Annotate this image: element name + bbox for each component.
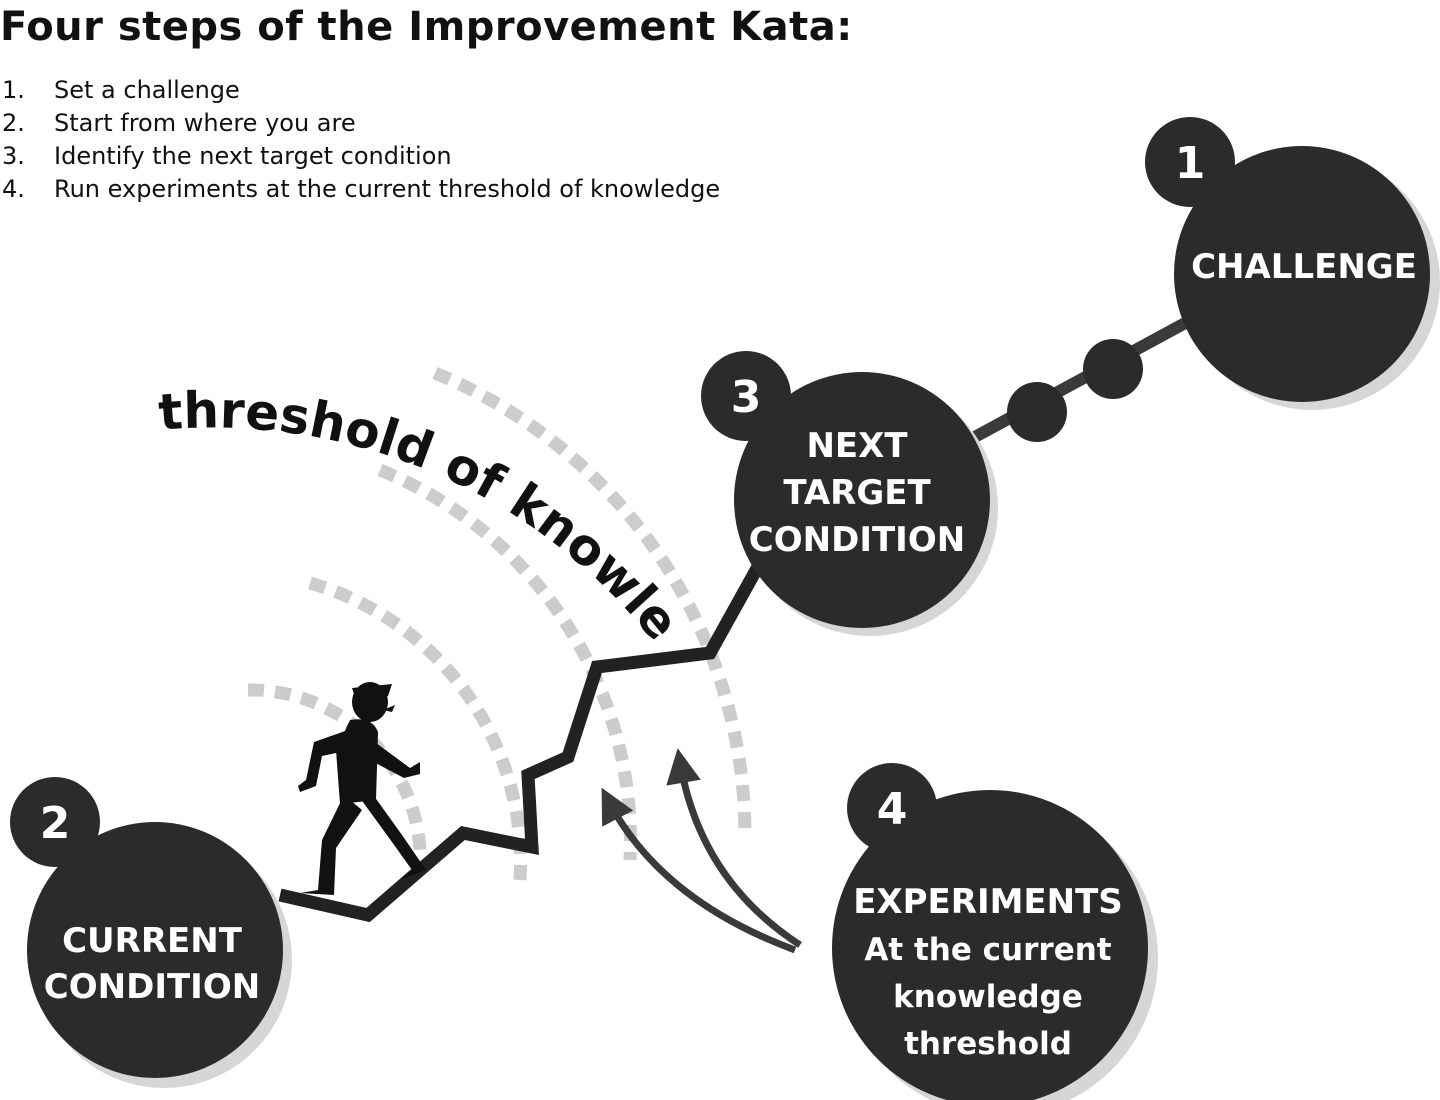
node-next-target-condition: 3 NEXT TARGET CONDITION xyxy=(701,351,998,636)
path-to-challenge xyxy=(957,309,1203,451)
node-label: CHALLENGE xyxy=(1191,247,1417,287)
node-label-line: At the current xyxy=(864,932,1111,968)
threshold-arcs xyxy=(247,366,752,881)
threshold-label: threshold of knowledge xyxy=(0,0,691,651)
node-label-line: EXPERIMENTS xyxy=(853,882,1123,922)
step-text: Identify the next target condition xyxy=(54,142,452,170)
node-label-line: CURRENT xyxy=(62,921,243,961)
steps-list: 1. Set a challenge 2. Start from where you… xyxy=(2,74,720,206)
badge-circle xyxy=(847,763,937,853)
node-experiments: 4 EXPERIMENTS At the current knowledge t… xyxy=(832,763,1158,1100)
node-badge: 1 xyxy=(1175,138,1206,189)
milestone-dot-2 xyxy=(1083,339,1143,399)
step-item-4: 4. Run experiments at the current thresho… xyxy=(2,173,720,206)
badge-circle xyxy=(10,777,100,867)
node-challenge: 1 CHALLENGE xyxy=(1145,117,1440,410)
step-text: Run experiments at the current threshold… xyxy=(54,175,721,203)
node-current-condition: 2 CURRENT CONDITION xyxy=(10,777,292,1088)
node-circle xyxy=(1174,146,1430,402)
badge-circle xyxy=(1145,117,1235,207)
threshold-arc-2 xyxy=(308,576,528,881)
node-label-line: knowledge xyxy=(893,979,1083,1015)
badge-circle xyxy=(701,351,791,441)
step-number: 3. xyxy=(2,142,25,170)
node-circle xyxy=(27,822,283,1078)
node-label-line: threshold xyxy=(904,1026,1072,1062)
step-number: 4. xyxy=(2,175,25,203)
node-label-line: CONDITION xyxy=(44,967,260,1007)
step-number: 2. xyxy=(2,109,25,137)
experiment-arrows xyxy=(601,748,802,954)
node-badge: 2 xyxy=(40,798,71,849)
node-label-line: CONDITION xyxy=(749,520,965,560)
step-number: 1. xyxy=(2,76,25,104)
step-text: Set a challenge xyxy=(54,76,240,104)
threshold-arc-3 xyxy=(377,463,637,861)
node-circle xyxy=(832,790,1148,1100)
walking-person-icon xyxy=(298,682,426,895)
node-circle xyxy=(734,372,990,628)
step-item-2: 2. Start from where you are xyxy=(2,107,720,140)
node-badge: 4 xyxy=(877,784,908,835)
node-label-line: NEXT xyxy=(806,426,908,466)
experiment-arrow-2 xyxy=(666,748,802,948)
stair-path xyxy=(278,541,776,923)
step-text: Start from where you are xyxy=(54,109,356,137)
node-label-line: TARGET xyxy=(783,473,931,513)
step-item-3: 3. Identify the next target condition xyxy=(2,140,720,173)
experiment-arrow-1 xyxy=(601,787,797,954)
challenge-connector xyxy=(957,309,1203,451)
threshold-arc-1 xyxy=(247,683,427,851)
step-item-1: 1. Set a challenge xyxy=(2,74,720,107)
node-badge: 3 xyxy=(731,372,762,423)
page-title: Four steps of the Improvement Kata: xyxy=(0,4,853,50)
threshold-arc-4 xyxy=(432,366,752,836)
milestone-dot-1 xyxy=(1007,382,1067,442)
